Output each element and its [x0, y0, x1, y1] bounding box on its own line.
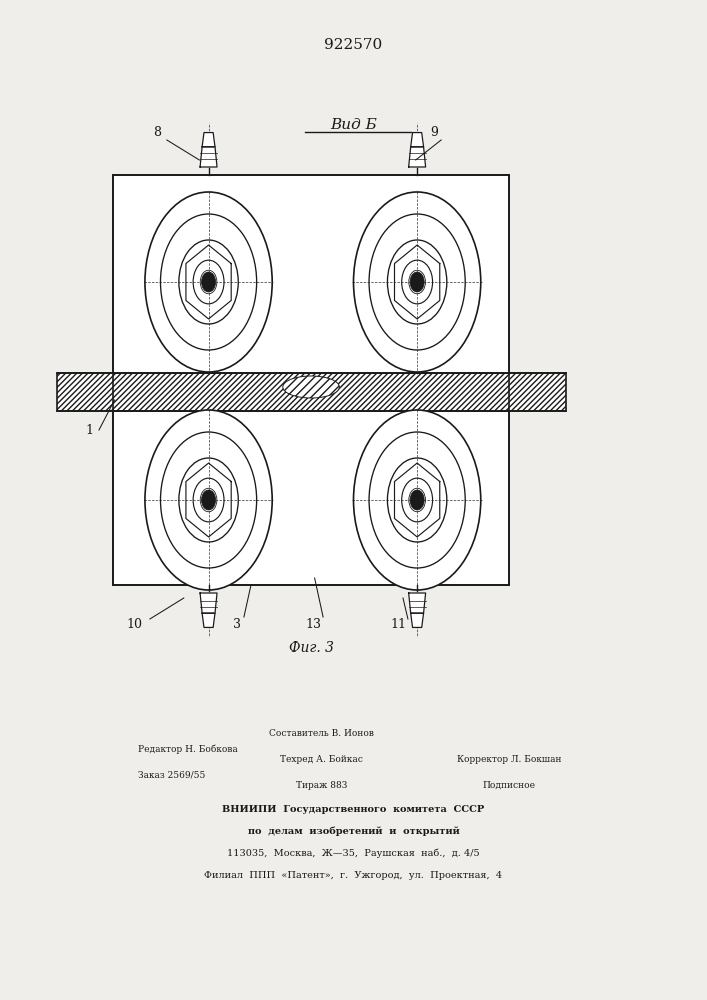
Ellipse shape: [283, 376, 339, 398]
Text: Вид Б: Вид Б: [330, 118, 377, 132]
Text: Заказ 2569/55: Заказ 2569/55: [138, 771, 205, 780]
Bar: [57, 373, 566, 411]
Circle shape: [409, 488, 426, 512]
Circle shape: [402, 260, 433, 304]
Polygon shape: [186, 245, 231, 319]
Bar: [57, 373, 566, 411]
Polygon shape: [200, 593, 217, 613]
Circle shape: [387, 240, 447, 324]
Text: 10: 10: [127, 618, 142, 632]
Circle shape: [369, 214, 465, 350]
Circle shape: [200, 488, 217, 512]
Circle shape: [369, 432, 465, 568]
Circle shape: [409, 270, 426, 294]
Circle shape: [201, 272, 216, 292]
Polygon shape: [186, 463, 231, 537]
Circle shape: [200, 270, 217, 294]
Circle shape: [193, 478, 224, 522]
Text: 113035,  Москва,  Ж—35,  Раушская  наб.,  д. 4/5: 113035, Москва, Ж—35, Раушская наб., д. …: [227, 849, 480, 858]
Polygon shape: [411, 133, 423, 147]
Text: Подписное: Подписное: [483, 781, 535, 790]
Polygon shape: [409, 593, 426, 613]
Text: 922570: 922570: [325, 38, 382, 52]
Text: Техред А. Бойкас: Техред А. Бойкас: [280, 755, 363, 764]
Text: 3: 3: [233, 618, 241, 632]
Circle shape: [354, 192, 481, 372]
Circle shape: [402, 478, 433, 522]
Text: Корректор Л. Бокшан: Корректор Л. Бокшан: [457, 755, 561, 764]
Text: 1: 1: [85, 424, 93, 436]
Circle shape: [410, 272, 424, 292]
Circle shape: [179, 240, 238, 324]
Circle shape: [193, 260, 224, 304]
Circle shape: [410, 490, 424, 510]
Text: 13: 13: [306, 618, 322, 632]
Polygon shape: [409, 147, 426, 167]
Bar: [113, 175, 509, 585]
Polygon shape: [395, 463, 440, 537]
Text: Фиг. 3: Фиг. 3: [288, 641, 334, 655]
Circle shape: [145, 410, 272, 590]
Text: 11: 11: [390, 618, 406, 632]
Text: 9: 9: [430, 125, 438, 138]
Circle shape: [160, 214, 257, 350]
Circle shape: [354, 410, 481, 590]
Polygon shape: [202, 133, 215, 147]
Text: Филиал  ППП  «Патент»,  г.  Ужгород,  ул.  Проектная,  4: Филиал ППП «Патент», г. Ужгород, ул. Про…: [204, 871, 503, 880]
Text: Редактор Н. Бобкова: Редактор Н. Бобкова: [138, 745, 238, 754]
Circle shape: [201, 490, 216, 510]
Text: Тираж 883: Тираж 883: [296, 781, 347, 790]
Circle shape: [387, 458, 447, 542]
Circle shape: [179, 458, 238, 542]
Text: ВНИИПИ  Государственного  комитета  СССР: ВНИИПИ Государственного комитета СССР: [223, 805, 484, 814]
Text: по  делам  изобретений  и  открытий: по делам изобретений и открытий: [247, 827, 460, 836]
Circle shape: [145, 192, 272, 372]
Polygon shape: [202, 613, 215, 627]
Circle shape: [160, 432, 257, 568]
Polygon shape: [200, 147, 217, 167]
Polygon shape: [395, 245, 440, 319]
Polygon shape: [411, 613, 423, 627]
Text: Составитель В. Ионов: Составитель В. Ионов: [269, 729, 374, 738]
Text: 8: 8: [153, 125, 161, 138]
